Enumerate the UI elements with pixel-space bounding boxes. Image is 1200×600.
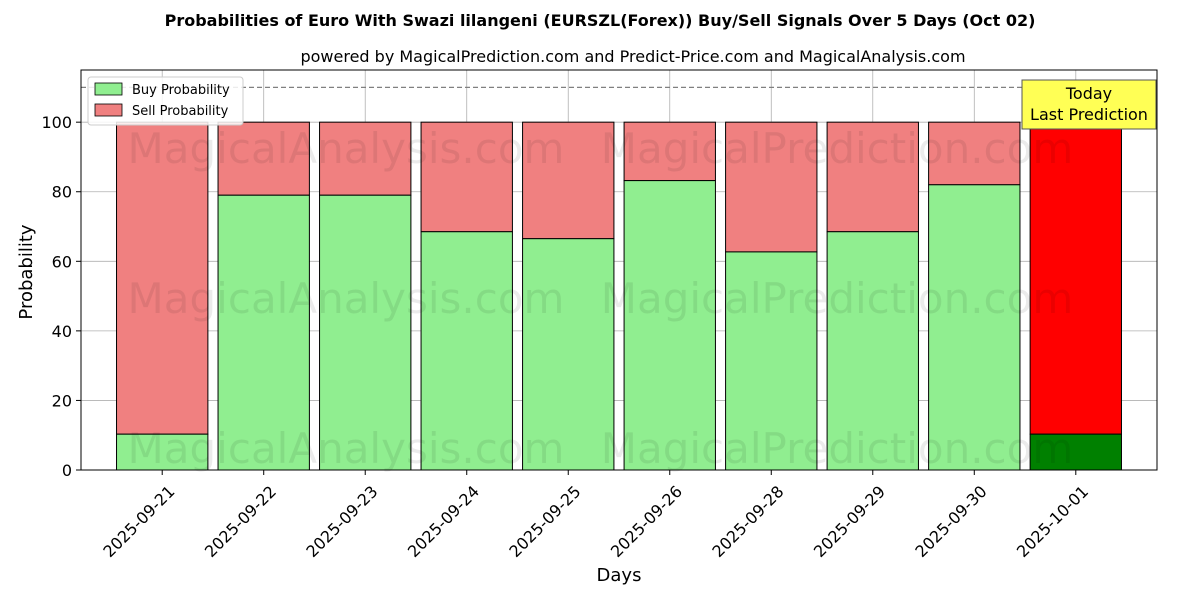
x-tick-label: 2025-09-22 [201, 482, 280, 561]
bar-sell [1029, 121, 1122, 435]
bar-sell [420, 121, 513, 233]
bar-buy [1029, 433, 1122, 471]
watermark-text: MagicalPrediction.com [601, 424, 1074, 473]
bar-buy [217, 194, 310, 471]
y-tick-label: 40 [52, 322, 72, 341]
y-ticks: 0 20 40 60 80 100 [41, 113, 81, 480]
legend-swatch-buy [94, 82, 123, 96]
watermarks: MagicalAnalysis.com MagicalPrediction.com… [128, 124, 1074, 473]
today-annotation-box [1021, 79, 1157, 130]
legend-box [87, 76, 244, 126]
watermark-text: MagicalPrediction.com [601, 274, 1074, 323]
x-tick-label: 2025-09-30 [911, 482, 990, 561]
x-tick-label: 2025-09-25 [505, 482, 584, 561]
bar-sell [116, 121, 209, 435]
chart-title: Probabilities of Euro With Swazi lilange… [165, 11, 1036, 30]
legend-swatch-sell [94, 103, 123, 117]
chart-subtitle: powered by MagicalPrediction.com and Pre… [300, 47, 965, 66]
today-annotation-line1: Today [1065, 84, 1112, 103]
y-tick-label: 20 [52, 391, 72, 410]
y-tick-label: 0 [62, 461, 72, 480]
plot-frame [80, 69, 1158, 471]
watermark-text: MagicalAnalysis.com [128, 274, 565, 323]
legend-label-buy: Buy Probability [132, 83, 230, 98]
x-tick-label: 2025-10-01 [1013, 482, 1092, 561]
legend-label-sell: Sell Probability [132, 104, 229, 119]
bar-sell [522, 121, 615, 240]
bar-buy [725, 251, 818, 471]
watermark-text: MagicalPrediction.com [601, 124, 1074, 173]
y-tick-label: 80 [52, 183, 72, 202]
bar-sell [826, 121, 919, 233]
x-axis-label: Days [597, 565, 642, 586]
y-axis-label: Probability [16, 224, 37, 319]
bars [116, 121, 1122, 471]
bar-buy [623, 180, 716, 471]
y-tick-label: 60 [52, 252, 72, 271]
bar-sell [319, 121, 412, 196]
bar-buy [928, 184, 1021, 471]
x-tick-label: 2025-09-24 [404, 482, 483, 561]
legend: Buy Probability Sell Probability [87, 76, 244, 126]
today-annotation: Today Last Prediction [1021, 79, 1157, 130]
x-tick-label: 2025-09-28 [708, 482, 787, 561]
y-tick-label: 100 [41, 113, 72, 132]
today-annotation-line2: Last Prediction [1030, 105, 1148, 124]
bar-sell [623, 121, 716, 182]
bar-buy [319, 194, 412, 471]
x-tick-label: 2025-09-29 [810, 482, 889, 561]
bar-buy [826, 231, 919, 471]
watermark-text: MagicalAnalysis.com [128, 124, 565, 173]
x-tick-label: 2025-09-21 [99, 482, 178, 561]
x-tick-label: 2025-09-26 [607, 482, 686, 561]
bar-sell [928, 121, 1021, 186]
bar-sell [725, 121, 818, 253]
x-tick-label: 2025-09-23 [302, 482, 381, 561]
bar-buy [522, 238, 615, 471]
watermark-text: MagicalAnalysis.com [128, 424, 565, 473]
x-ticks: 2025-09-21 2025-09-22 2025-09-23 2025-09-24… [99, 470, 1092, 561]
